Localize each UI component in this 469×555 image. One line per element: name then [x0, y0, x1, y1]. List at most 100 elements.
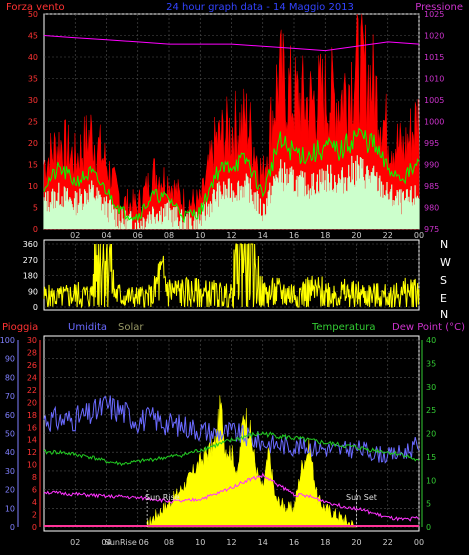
- y-tick-rain: 16: [27, 423, 37, 432]
- compass-e: E: [440, 292, 447, 305]
- y-tick-rain: 10: [27, 461, 37, 470]
- axes-wind: 0510152025303540455097598098599099510001…: [28, 10, 445, 240]
- y-tick-wind: 15: [28, 161, 38, 170]
- series-direction: [43, 243, 420, 309]
- series-direction: [43, 243, 420, 309]
- y-tick-wind: 5: [33, 204, 38, 213]
- series-wind: [43, 13, 420, 230]
- y-tick-pressure: 1020: [424, 32, 444, 41]
- y-tick-temperature: 30: [426, 383, 436, 392]
- x-tick: 08: [164, 231, 174, 240]
- pressure-label: Pressione: [415, 2, 463, 13]
- y-tick-rain: 24: [27, 373, 37, 382]
- y-tick-temperature: 35: [426, 359, 436, 368]
- x-tick: 00: [414, 538, 424, 547]
- axes-temperature: 0102030405060708090100024681012141618202…: [0, 336, 436, 547]
- y-tick-humidity: 90: [5, 355, 15, 364]
- y-tick-rain: 28: [27, 348, 37, 357]
- series-gust: [43, 13, 420, 230]
- y-tick-wind: 45: [28, 32, 38, 41]
- y-tick-temperature: 20: [426, 430, 436, 439]
- y-tick-direction: 0: [33, 303, 38, 312]
- y-tick-humidity: 40: [5, 448, 15, 457]
- y-tick-rain: 22: [27, 386, 37, 395]
- x-tick: 12: [226, 231, 236, 240]
- x-tick: 20: [351, 538, 361, 547]
- y-tick-humidity: 50: [5, 430, 15, 439]
- series-solar: [146, 395, 357, 528]
- y-tick-rain: 30: [27, 336, 37, 345]
- y-tick-wind: 50: [28, 10, 38, 19]
- series-pressure: [43, 35, 420, 52]
- y-tick-wind: 40: [28, 53, 38, 62]
- x-tick: 16: [289, 538, 299, 547]
- compass-n-top: N: [440, 238, 448, 251]
- y-tick-wind: 25: [28, 118, 38, 127]
- sun-rise-label: Sun Rise: [145, 493, 180, 502]
- series-average: [43, 127, 420, 224]
- rain-label: Pioggia: [2, 322, 38, 333]
- x-tick: 14: [258, 231, 268, 240]
- y-tick-humidity: 0: [10, 523, 15, 532]
- y-tick-rain: 0: [32, 523, 37, 532]
- y-tick-humidity: 60: [5, 411, 15, 420]
- x-tick: 20: [351, 231, 361, 240]
- panel-direction: [43, 239, 420, 311]
- y-tick-rain: 4: [32, 498, 37, 507]
- x-tick: 08: [164, 538, 174, 547]
- x-tick: 04: [101, 538, 111, 547]
- y-tick-pressure: 1010: [424, 75, 444, 84]
- y-tick-direction: 360: [23, 240, 38, 249]
- y-tick-temperature: 25: [426, 406, 436, 415]
- y-tick-rain: 14: [27, 436, 37, 445]
- x-tick: SunRise: [105, 538, 137, 547]
- y-tick-temperature: 15: [426, 453, 436, 462]
- humidity-label: Umidita: [68, 322, 107, 333]
- sun-set-label: Sun Set: [346, 493, 377, 502]
- series-climate: [43, 395, 420, 528]
- y-tick-temperature: 0: [426, 523, 431, 532]
- series-temperature: [43, 430, 420, 467]
- y-tick-rain: 20: [27, 398, 37, 407]
- y-tick-pressure: 995: [424, 139, 439, 148]
- x-tick: 04: [101, 231, 111, 240]
- y-tick-pressure: 980: [424, 204, 439, 213]
- y-tick-humidity: 70: [5, 392, 15, 401]
- y-tick-pressure: 1005: [424, 96, 444, 105]
- y-tick-wind: 30: [28, 96, 38, 105]
- solar-label: Solar: [118, 322, 144, 333]
- axes-direction: 0 90 180 270 360: [23, 240, 38, 312]
- wind-label: Forza vento: [6, 2, 65, 13]
- compass-s: S: [440, 274, 447, 287]
- x-tick: 18: [320, 231, 330, 240]
- y-tick-wind: 20: [28, 139, 38, 148]
- y-tick-direction: 90: [28, 287, 38, 296]
- y-tick-rain: 18: [27, 411, 37, 420]
- dewpoint-label: Dew Point (°C): [392, 322, 465, 333]
- y-tick-humidity: 80: [5, 373, 15, 382]
- y-tick-temperature: 10: [426, 476, 436, 485]
- x-tick: 12: [226, 538, 236, 547]
- chart-title: 24 hour graph data - 14 Maggio 2013: [166, 2, 354, 13]
- x-tick: 22: [383, 538, 393, 547]
- x-tick: 00: [414, 231, 424, 240]
- compass-w: W: [440, 256, 451, 269]
- y-tick-rain: 2: [32, 511, 37, 520]
- y-tick-wind: 35: [28, 75, 38, 84]
- y-tick-pressure: 975: [424, 225, 439, 234]
- y-tick-wind: 10: [28, 182, 38, 191]
- y-tick-direction: 180: [23, 272, 38, 281]
- x-tick: 02: [70, 231, 80, 240]
- y-tick-pressure: 1000: [424, 118, 444, 127]
- y-tick-pressure: 990: [424, 161, 439, 170]
- y-tick-rain: 8: [32, 473, 37, 482]
- y-tick-wind: 0: [33, 225, 38, 234]
- series-dewpoint: [43, 472, 420, 522]
- x-tick: 06: [133, 231, 143, 240]
- x-tick: 10: [195, 538, 205, 547]
- y-tick-pressure: 1025: [424, 10, 444, 19]
- x-tick: 22: [383, 231, 393, 240]
- y-tick-temperature: 40: [426, 336, 436, 345]
- y-tick-rain: 12: [27, 448, 37, 457]
